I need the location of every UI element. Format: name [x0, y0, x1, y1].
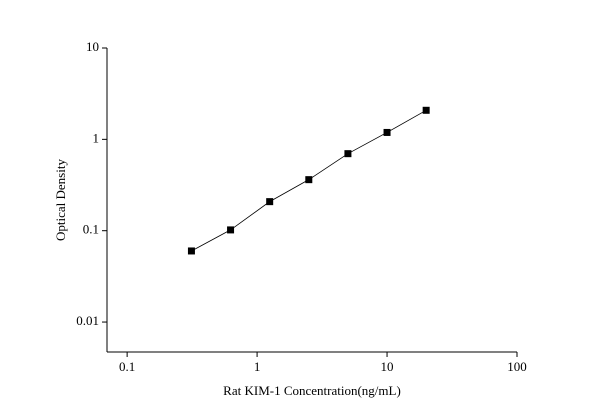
data-point — [422, 106, 430, 114]
x-tick-label: 10 — [381, 359, 394, 374]
x-axis-label: Rat KIM-1 Concentration(ng/mL) — [223, 383, 401, 398]
x-tick-label: 0.1 — [119, 359, 135, 374]
x-tick-label: 100 — [507, 359, 527, 374]
y-tick-label: 10 — [86, 39, 99, 54]
y-tick-label: 1 — [93, 130, 100, 145]
y-tick-label: 0.01 — [76, 313, 99, 328]
data-point — [266, 198, 274, 206]
y-axis-label: Optical Density — [53, 159, 68, 241]
x-tick-label: 1 — [254, 359, 261, 374]
data-point — [383, 128, 391, 136]
data-point — [227, 226, 235, 234]
data-point — [305, 176, 313, 184]
data-point — [344, 150, 352, 158]
data-point — [187, 247, 195, 255]
y-tick-label: 0.1 — [83, 222, 99, 237]
